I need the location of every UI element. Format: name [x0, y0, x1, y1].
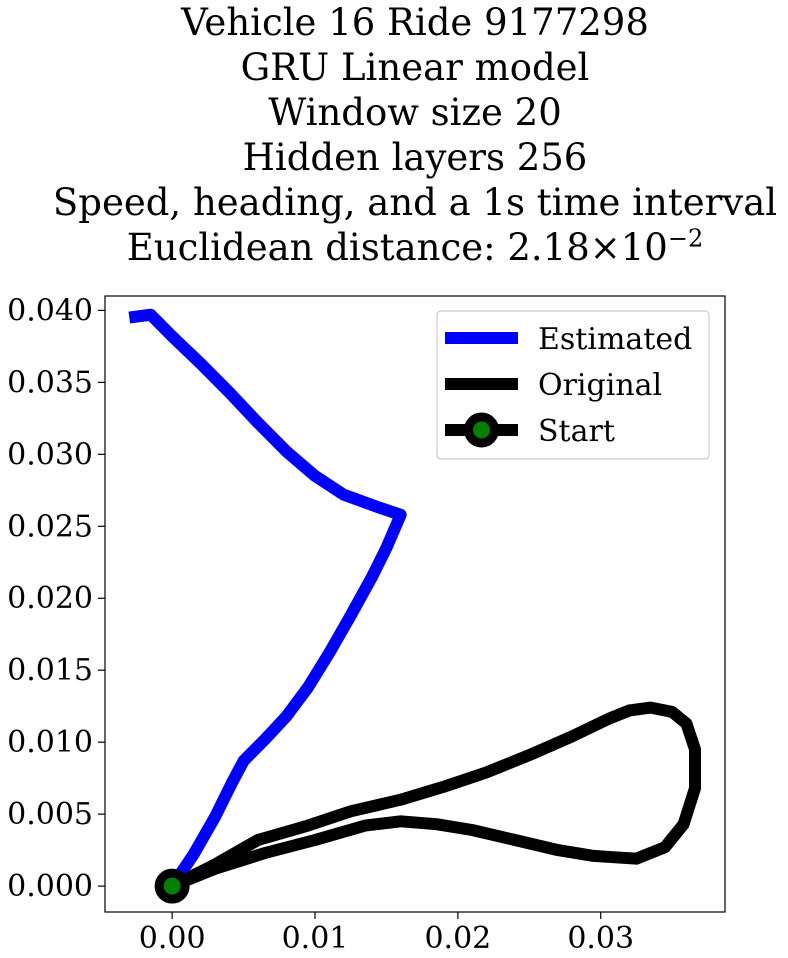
x-tick-label: 0.02 [424, 921, 491, 956]
distance-exponent: −2 [667, 224, 704, 253]
y-tick-label: 0.020 [7, 581, 93, 616]
distance-text: Euclidean distance: 2.18×10 [126, 226, 668, 269]
start-point-marker [154, 868, 190, 904]
y-tick-label: 0.040 [7, 293, 93, 328]
legend-box [436, 310, 710, 460]
title-line: Window size 20 [268, 91, 562, 134]
axes-frame [104, 295, 726, 913]
y-tick-label: 0.015 [7, 653, 93, 688]
y-tick-label: 0.025 [7, 509, 93, 544]
title-line: Vehicle 16 Ride 9177298 [181, 1, 649, 44]
original-series-line [169, 701, 701, 892]
legend-marker-start [464, 412, 499, 448]
legend: Estimated Original Start [436, 310, 710, 460]
title-line: GRU Linear model [240, 46, 590, 89]
y-tick-label: 0.035 [7, 365, 93, 400]
legend-label: Estimated [538, 322, 692, 357]
y-tick-label: 0.030 [7, 437, 93, 472]
y-tick-label: 0.010 [7, 725, 93, 760]
y-tick-label: 0.000 [7, 869, 93, 904]
title-line: Hidden layers 256 [242, 136, 588, 179]
distance-line: Euclidean distance: 2.18×10−2 [0, 225, 788, 270]
y-axis: 0.000 0.005 0.010 0.015 0.020 0.025 0.030 0.035… [7, 293, 105, 904]
x-tick-label: 0.00 [139, 921, 206, 956]
title-line: Speed, heading, and a 1s time interval [52, 181, 778, 224]
plot-area [128, 308, 701, 904]
estimated-series-line [128, 308, 407, 890]
legend-label: Original [538, 368, 662, 403]
x-tick-label: 0.03 [567, 921, 634, 956]
legend-label: Start [538, 414, 615, 449]
chart-title: Vehicle 16 Ride 9177298 GRU Linear model… [0, 0, 788, 270]
y-tick-label: 0.005 [7, 797, 93, 832]
x-axis: 0.00 0.01 0.02 0.03 [139, 912, 634, 956]
x-tick-label: 0.01 [282, 921, 349, 956]
